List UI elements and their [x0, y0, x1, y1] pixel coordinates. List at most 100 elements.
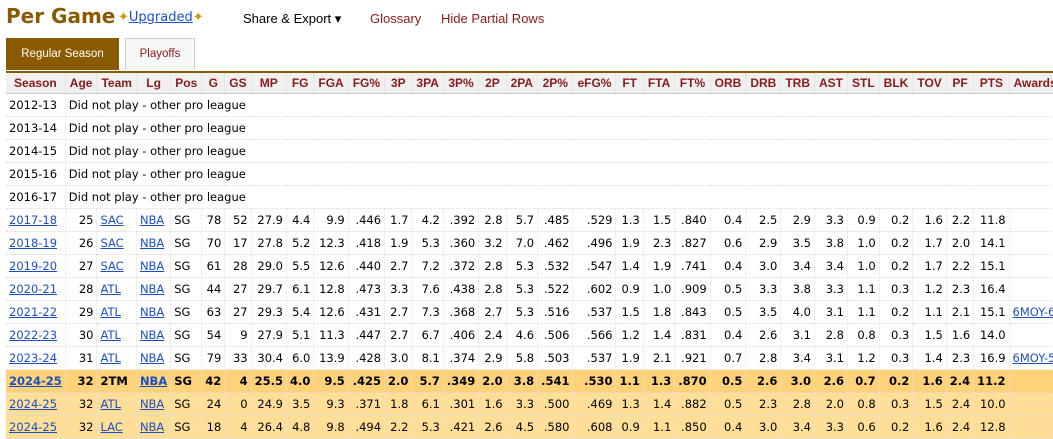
column-header[interactable]: Lg — [136, 72, 172, 94]
column-header[interactable]: 2PA — [506, 72, 539, 94]
cell-link[interactable]: NBA — [139, 374, 168, 388]
cell-gs: 33 — [224, 346, 252, 370]
cell-link[interactable]: 2023-24 — [9, 351, 58, 365]
share-export-menu[interactable]: Share & Export ▾ — [243, 11, 342, 26]
cell-mp: 27.9 — [251, 208, 287, 232]
cell-link[interactable]: 2017-18 — [9, 213, 58, 227]
cell-link[interactable]: NBA — [139, 213, 165, 227]
column-header[interactable]: Pos — [170, 72, 203, 94]
cell-link[interactable]: ATL — [100, 282, 121, 296]
column-header[interactable]: eFG% — [572, 72, 617, 94]
column-header[interactable]: 2P — [478, 72, 507, 94]
cell-link[interactable]: SAC — [100, 213, 124, 227]
column-header[interactable]: FT% — [674, 72, 711, 94]
cell-link[interactable]: NBA — [139, 236, 165, 250]
column-header[interactable]: FGA — [313, 72, 349, 94]
cell-link[interactable]: ATL — [100, 305, 121, 319]
cell-season: 2020-21 — [6, 277, 66, 301]
column-header[interactable]: MP — [251, 72, 287, 94]
column-header[interactable]: 2P% — [537, 72, 574, 94]
column-header[interactable]: ORB — [710, 72, 747, 94]
column-header[interactable]: Awards — [1009, 72, 1053, 94]
cell-link[interactable]: 2022-23 — [9, 328, 58, 342]
cell-link[interactable]: ATL — [100, 328, 121, 342]
cell-link[interactable]: 2024-25 — [9, 374, 62, 388]
cell-2p: 3.2 — [478, 231, 507, 255]
cell-lg: NBA — [136, 231, 172, 255]
cell-2pa: 3.8 — [506, 369, 539, 393]
column-header[interactable]: PF — [946, 72, 975, 94]
cell-age: 31 — [65, 346, 98, 370]
cell-3p-: .421 — [443, 415, 480, 439]
cell-age: 26 — [65, 231, 98, 255]
cell-link[interactable]: NBA — [139, 420, 165, 434]
cell-team: SAC — [96, 254, 137, 278]
cell-link[interactable]: NBA — [139, 351, 165, 365]
column-header[interactable]: GS — [224, 72, 252, 94]
cell-2pa: 5.8 — [506, 346, 539, 370]
cell-lg: NBA — [136, 323, 172, 347]
cell-fg: 5.4 — [286, 300, 315, 324]
cell-g: 79 — [201, 346, 226, 370]
upgraded-link[interactable]: Upgraded — [128, 10, 193, 25]
column-header[interactable]: FTA — [643, 72, 676, 94]
column-header[interactable]: FG% — [348, 72, 386, 94]
cell-link[interactable]: 6MOY-6 — [1012, 305, 1053, 319]
column-header[interactable]: FG — [286, 72, 315, 94]
cell-trb: 2.8 — [780, 392, 815, 416]
cell-pts: 11.2 — [973, 369, 1010, 393]
column-header[interactable]: TOV — [912, 72, 947, 94]
column-header[interactable]: Team — [96, 72, 137, 94]
cell-link[interactable]: SAC — [100, 236, 124, 250]
cell-efg-: .537 — [572, 346, 617, 370]
column-header[interactable]: BLK — [879, 72, 914, 94]
cell-link[interactable]: 6MOY-5 — [1012, 351, 1053, 365]
cell-pf: 2.4 — [946, 392, 975, 416]
cell-gs: 27 — [224, 300, 252, 324]
column-header[interactable]: G — [201, 72, 226, 94]
column-header[interactable]: STL — [847, 72, 880, 94]
cell-mp: 29.0 — [251, 254, 287, 278]
cell-age: 25 — [65, 208, 98, 232]
cell-link[interactable]: 2024-25 — [9, 397, 58, 411]
column-header[interactable]: DRB — [745, 72, 782, 94]
cell-trb: 3.8 — [780, 277, 815, 301]
cell-link[interactable]: 2018-19 — [9, 236, 58, 250]
hide-partial-rows-link[interactable]: Hide Partial Rows — [441, 11, 545, 26]
upgraded-link-wrap[interactable]: ✦Upgraded✦ — [118, 10, 204, 25]
column-header[interactable]: 3PA — [411, 72, 444, 94]
tab-playoffs[interactable]: Playoffs — [125, 38, 195, 70]
cell-age: 30 — [65, 323, 98, 347]
column-header[interactable]: TRB — [780, 72, 815, 94]
column-header[interactable]: AST — [814, 72, 848, 94]
column-header[interactable]: Age — [65, 72, 98, 94]
cell-lg: NBA — [136, 392, 172, 416]
column-header[interactable]: 3P% — [443, 72, 480, 94]
cell-link[interactable]: NBA — [139, 328, 165, 342]
column-header[interactable]: FT — [615, 72, 644, 94]
cell-link[interactable]: LAC — [100, 420, 123, 434]
cell-link[interactable]: ATL — [100, 351, 121, 365]
cell-link[interactable]: 2024-25 — [9, 420, 58, 434]
cell-link[interactable]: NBA — [139, 397, 165, 411]
cell-stl: 1.0 — [847, 254, 880, 278]
cell-link[interactable]: NBA — [139, 282, 165, 296]
cell-fga: 9.5 — [313, 369, 349, 393]
cell-link[interactable]: 2019-20 — [9, 259, 58, 273]
column-header[interactable]: PTS — [973, 72, 1010, 94]
note-cell: Did not play - other pro league — [65, 185, 1053, 209]
cell-fta: 1.8 — [643, 300, 676, 324]
tab-regular-season[interactable]: Regular Season — [6, 38, 119, 70]
cell-awards — [1009, 208, 1053, 232]
cell-link[interactable]: ATL — [100, 397, 121, 411]
cell-link[interactable]: NBA — [139, 259, 165, 273]
column-header[interactable]: 3P — [384, 72, 413, 94]
column-header[interactable]: Season — [6, 72, 66, 94]
cell-link[interactable]: SAC — [100, 259, 124, 273]
glossary-link[interactable]: Glossary — [370, 11, 422, 26]
cell-link[interactable]: NBA — [139, 305, 165, 319]
cell-trb: 3.1 — [780, 323, 815, 347]
cell-link[interactable]: 2021-22 — [9, 305, 58, 319]
season-cell: 2013-14 — [6, 116, 66, 140]
cell-link[interactable]: 2020-21 — [9, 282, 58, 296]
